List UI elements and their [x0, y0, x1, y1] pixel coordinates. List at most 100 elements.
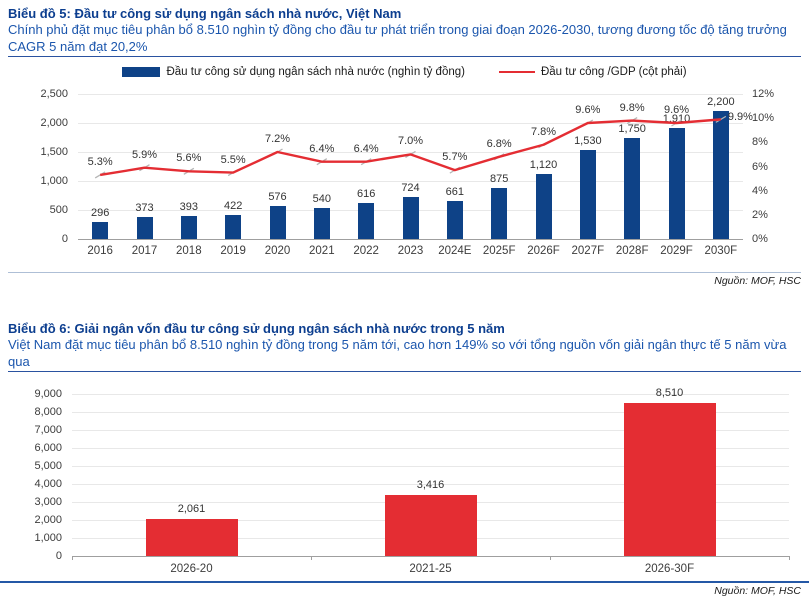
bar	[136, 217, 153, 239]
x-axis-label: 2021	[309, 245, 335, 257]
line-point-label: 9.6%	[575, 104, 601, 116]
x-axis-label: 2026-20	[170, 563, 213, 575]
left-axis-tick: 1,000	[40, 175, 68, 187]
line-point-label: 5.5%	[220, 153, 246, 166]
line-point-label: 5.6%	[176, 152, 202, 165]
line-point-label: 7.2%	[264, 133, 291, 145]
chart5-bottom-divider	[8, 272, 801, 273]
x-axis-label: 2027F	[571, 245, 605, 257]
bar-value-label: 1,530	[574, 135, 602, 148]
x-axis-label: 2024E	[438, 245, 472, 257]
x-axis-label: 2016	[87, 245, 113, 257]
left-axis-tick: 9,000	[34, 388, 62, 400]
x-axis-label: 2023	[397, 245, 424, 257]
bar-value-label: 661	[445, 185, 464, 198]
left-axis-tick: 1,500	[40, 146, 68, 158]
x-axis-line	[78, 239, 743, 240]
bar-series-label: Đầu tư công sử dụng ngân sách nhà nước (…	[166, 66, 465, 78]
line-point-label: 9.9%	[727, 111, 753, 124]
chart5-source: Nguồn: MOF, HSC	[714, 275, 801, 287]
left-axis-tick: 8,000	[34, 406, 62, 418]
bar	[446, 200, 463, 239]
x-axis-tick	[72, 556, 73, 560]
bar	[402, 197, 419, 239]
bar	[313, 207, 330, 239]
chart5-legend: Đầu tư công sử dụng ngân sách nhà nước (…	[0, 66, 809, 78]
line-series-label: Đầu tư công /GDP (cột phải)	[540, 66, 687, 78]
left-axis-tick: 0	[55, 550, 62, 562]
right-axis-tick: 6%	[752, 160, 768, 173]
x-axis-label: 2028F	[615, 245, 649, 257]
x-axis-label: 2026-30F	[644, 563, 695, 575]
bar-value-label: 422	[223, 199, 243, 212]
bar-value-label: 373	[135, 202, 154, 215]
line-point-label: 6.4%	[309, 142, 335, 155]
bar-value-label: 540	[312, 192, 331, 205]
chart6-section: Biểu đồ 6: Giải ngân vốn đầu tư công sử …	[0, 321, 809, 597]
bar	[491, 188, 508, 239]
line-series-swatch	[498, 70, 535, 74]
bar-value-label: 875	[489, 173, 509, 186]
bar	[579, 150, 596, 239]
chart5-section: Biểu đồ 5: Đầu tư công sử dụng ngân sách…	[0, 6, 809, 287]
gridline	[78, 93, 743, 95]
bar-value-label: 2,061	[177, 502, 206, 515]
chart6-title: Biểu đồ 6: Giải ngân vốn đầu tư công sử …	[8, 321, 505, 336]
left-axis-tick: 1,000	[34, 532, 62, 544]
x-axis-label: 2021-25	[409, 563, 452, 575]
left-axis-tick: 2,000	[34, 514, 62, 526]
page-bottom-rule	[0, 581, 809, 583]
line-point-label: 5.7%	[442, 151, 468, 164]
x-axis-label: 2022	[353, 245, 379, 257]
bar	[145, 518, 238, 556]
left-axis-tick: 5,000	[34, 460, 62, 472]
bar-value-label: 576	[268, 190, 287, 203]
bar	[358, 203, 375, 239]
left-axis-tick: 0	[61, 233, 68, 245]
gridline	[72, 465, 789, 467]
left-axis-tick: 3,000	[34, 496, 62, 508]
bar-value-label: 1,750	[618, 122, 646, 135]
bar-value-label: 2,200	[707, 96, 735, 109]
bar	[269, 205, 286, 239]
left-axis-tick: 7,000	[34, 424, 62, 436]
gridline	[72, 393, 789, 395]
bar	[225, 214, 242, 239]
x-axis-label: 2025F	[482, 245, 516, 257]
x-axis-label: 2020	[264, 245, 291, 257]
bar	[624, 137, 641, 239]
chart6-canvas: 0 1,000 2,000 3,000 4,000 5,000 6,000 7,000 8,00…	[8, 380, 801, 578]
x-axis-label: 2019	[220, 245, 246, 257]
legend-item-line-series: Đầu tư công /GDP (cột phải)	[498, 66, 687, 78]
legend-item-bar-series: Đầu tư công sử dụng ngân sách nhà nước (…	[122, 66, 465, 78]
right-axis-tick: 4%	[752, 184, 768, 197]
right-axis-tick: 0%	[752, 233, 768, 245]
right-axis-tick: 2%	[752, 208, 768, 221]
right-axis-tick: 8%	[752, 136, 768, 149]
gridline	[72, 411, 789, 413]
bar	[180, 216, 197, 239]
bar	[92, 221, 109, 239]
x-axis-line	[72, 556, 789, 557]
bar-value-label: 296	[90, 206, 110, 219]
bar-value-label: 724	[401, 182, 420, 194]
line-point-label: 6.8%	[486, 137, 512, 150]
subtitle-divider	[8, 56, 801, 57]
line-point-label: 7.8%	[530, 125, 557, 138]
chart6-source: Nguồn: MOF, HSC	[714, 585, 801, 597]
line-point-label: 5.3%	[87, 155, 113, 168]
chart6-subtitle: Việt Nam đặt mục tiêu phân bổ 8.510 nghì…	[8, 337, 787, 369]
bar	[668, 128, 685, 239]
x-axis-label: 2029F	[660, 245, 693, 257]
gridline	[72, 447, 789, 449]
bar	[535, 174, 552, 239]
x-axis-tick	[550, 556, 551, 560]
bar-value-label: 3,416	[416, 478, 445, 491]
left-axis-tick: 4,000	[34, 478, 62, 490]
x-axis-label: 2017	[131, 245, 158, 257]
x-axis-tick	[311, 556, 312, 560]
bar	[623, 402, 716, 556]
left-axis-tick: 500	[49, 204, 68, 216]
chart5-title: Biểu đồ 5: Đầu tư công sử dụng ngân sách…	[8, 6, 402, 21]
bar-value-label: 8,510	[655, 386, 684, 399]
